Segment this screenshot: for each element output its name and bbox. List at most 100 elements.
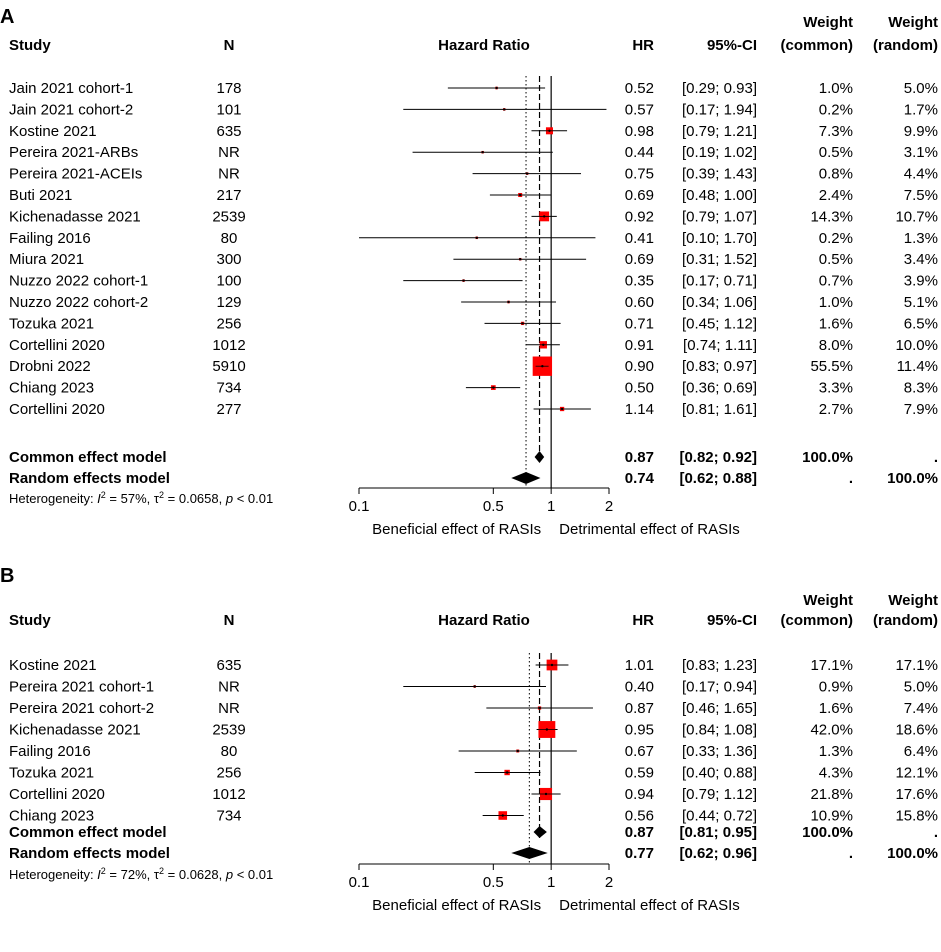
common-model-ci: [0.81; 0.95]: [679, 824, 757, 841]
study-n: 1012: [212, 786, 245, 803]
study-weight-random: 1.7%: [904, 101, 938, 118]
x-axis-tick-label: 1: [547, 498, 555, 515]
random-model-ci: [0.62; 0.88]: [679, 470, 757, 487]
common-model-weight-common: 100.0%: [802, 449, 853, 466]
study-point: [521, 322, 524, 325]
study-ci: [0.79; 1.07]: [682, 208, 757, 225]
header-hr: HR: [632, 37, 654, 54]
study-point: [548, 129, 551, 132]
study-ci: [0.31; 1.52]: [682, 251, 757, 268]
study-n: NR: [218, 144, 240, 161]
study-n: 129: [216, 294, 241, 311]
study-name: Nuzzo 2022 cohort-1: [9, 273, 148, 290]
study-hr: 0.59: [625, 765, 654, 782]
header-n: N: [224, 37, 235, 54]
random-model-hr: 0.74: [625, 470, 655, 487]
x-label-detrimental: Detrimental effect of RASIs: [559, 521, 740, 538]
study-name: Tozuka 2021: [9, 765, 94, 782]
header-study: Study: [9, 612, 51, 629]
random-model-label: Random effects model: [9, 470, 170, 487]
study-name: Cortellini 2020: [9, 401, 105, 418]
common-model-ci: [0.82; 0.92]: [679, 449, 757, 466]
study-n: 256: [216, 315, 241, 332]
study-weight-common: 1.6%: [819, 700, 853, 717]
study-n: 5910: [212, 358, 245, 375]
study-ci: [0.74; 1.11]: [683, 337, 757, 354]
study-weight-common: 2.4%: [819, 187, 853, 204]
study-point: [481, 151, 484, 154]
study-weight-common: 0.2%: [819, 230, 853, 247]
heterogeneity-part: 2: [159, 490, 164, 500]
study-weight-common: 0.8%: [819, 166, 853, 183]
study-n: 101: [216, 101, 241, 118]
study-name: Failing 2016: [9, 743, 91, 760]
study-ci: [0.17; 0.71]: [682, 273, 757, 290]
study-ci: [0.83; 0.97]: [682, 358, 757, 375]
study-name: Drobni 2022: [9, 358, 91, 375]
study-name: Cortellini 2020: [9, 337, 105, 354]
study-weight-random: 6.5%: [904, 315, 938, 332]
common-model-label: Common effect model: [9, 449, 167, 466]
study-point: [473, 685, 476, 688]
study-ci: [0.48; 1.00]: [682, 187, 757, 204]
study-n: NR: [218, 700, 240, 717]
study-weight-random: 9.9%: [904, 123, 938, 140]
heterogeneity-part: I: [97, 867, 101, 882]
header-weight-common-1: Weight: [803, 14, 853, 31]
random-model-diamond: [511, 847, 548, 859]
x-label-detrimental: Detrimental effect of RASIs: [559, 897, 740, 914]
common-model-hr: 0.87: [625, 824, 654, 841]
heterogeneity-part: 2: [101, 866, 106, 876]
study-ci: [0.34; 1.06]: [682, 294, 757, 311]
study-weight-random: 6.4%: [904, 743, 938, 760]
random-model-weight-common: .: [849, 845, 853, 862]
heterogeneity-part: p: [225, 867, 233, 882]
study-name: Chiang 2023: [9, 380, 94, 397]
study-weight-random: 17.6%: [895, 786, 938, 803]
study-weight-random: 3.1%: [904, 144, 938, 161]
header-hazard-ratio: Hazard Ratio: [438, 37, 530, 54]
study-weight-random: 10.0%: [895, 337, 938, 354]
study-weight-common: 8.0%: [819, 337, 853, 354]
heterogeneity-part: Heterogeneity:: [9, 867, 97, 882]
study-weight-common: 1.6%: [819, 315, 853, 332]
random-model-weight-random: 100.0%: [887, 470, 938, 487]
forest-panel-b: B Study N Hazard Ratio HR 95%-CI Weight (common…: [0, 565, 938, 914]
header-ci: 95%-CI: [707, 37, 757, 54]
study-point: [550, 663, 554, 667]
heterogeneity-part: < 0.01: [233, 491, 273, 506]
study-weight-common: 0.9%: [819, 679, 853, 696]
study-ci: [0.81; 1.61]: [682, 401, 757, 418]
study-weight-common: 42.0%: [810, 722, 853, 739]
study-hr: 0.44: [625, 144, 654, 161]
study-weight-common: 14.3%: [810, 208, 853, 225]
study-hr: 0.60: [625, 294, 654, 311]
study-point: [518, 193, 522, 197]
study-point: [544, 792, 548, 796]
study-point: [525, 172, 529, 175]
common-model-diamond: [533, 826, 547, 838]
panel-label: B: [0, 565, 14, 587]
study-hr: 0.95: [625, 722, 654, 739]
study-hr: 1.01: [625, 657, 654, 674]
heterogeneity-part: = 72%, τ: [106, 867, 160, 882]
study-name: Cortellini 2020: [9, 786, 105, 803]
study-n: 300: [216, 251, 241, 268]
study-hr: 0.90: [625, 358, 654, 375]
study-point: [492, 386, 495, 389]
random-model-hr: 0.77: [625, 845, 654, 862]
study-hr: 0.87: [625, 700, 654, 717]
heterogeneity-part: = 57%, τ: [106, 491, 160, 506]
header-weight-random-2: (random): [873, 612, 938, 629]
study-ci: [0.19; 1.02]: [682, 144, 757, 161]
study-weight-common: 2.7%: [819, 401, 853, 418]
study-n: 734: [216, 808, 241, 825]
header-n: N: [224, 612, 235, 629]
study-point: [503, 108, 506, 111]
study-hr: 0.98: [625, 123, 654, 140]
x-label-beneficial: Beneficial effect of RASIs: [372, 521, 541, 538]
study-n: 256: [216, 765, 241, 782]
study-ci: [0.79; 1.12]: [682, 786, 757, 803]
study-ci: [0.44; 0.72]: [682, 808, 757, 825]
header-study: Study: [9, 37, 51, 54]
